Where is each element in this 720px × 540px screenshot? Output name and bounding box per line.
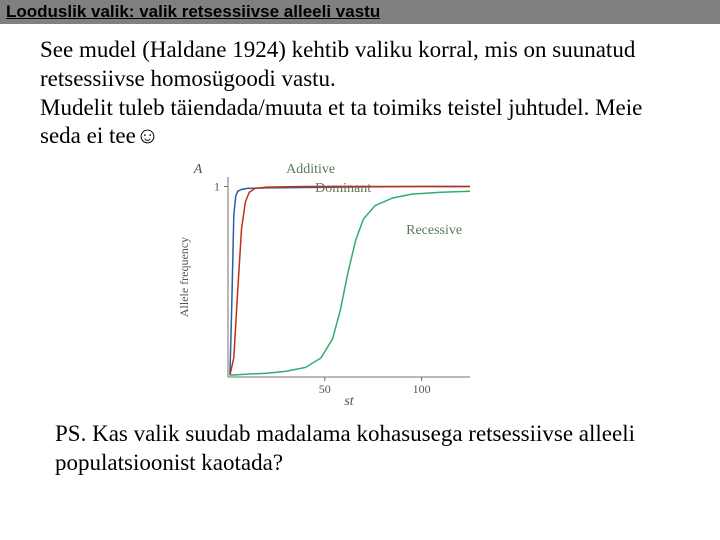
svg-text:Additive: Additive <box>286 162 335 177</box>
intro-text: See mudel (Haldane 1924) kehtib valiku k… <box>40 36 680 151</box>
ps-text: PS. Kas valik suudab madalama kohasusega… <box>55 420 675 478</box>
svg-text:Dominant: Dominant <box>315 181 371 196</box>
svg-text:1: 1 <box>214 180 220 194</box>
svg-text:st: st <box>344 394 354 407</box>
chart-container: 1 50 100 st A Allele frequency Dominant Additiv… <box>170 157 720 412</box>
ps-line: PS. Kas valik suudab madalama kohasusega… <box>55 421 635 475</box>
svg-text:100: 100 <box>413 382 431 396</box>
svg-text:A: A <box>193 162 203 177</box>
intro-line2: Mudelit tuleb täiendada/muuta et ta toim… <box>40 95 642 149</box>
header-title: Looduslik valik: valik retsessiivse alle… <box>6 2 380 21</box>
svg-text:Recessive: Recessive <box>406 223 462 238</box>
svg-text:50: 50 <box>319 382 331 396</box>
intro-line1: See mudel (Haldane 1924) kehtib valiku k… <box>40 37 635 91</box>
header-bar: Looduslik valik: valik retsessiivse alle… <box>0 0 720 24</box>
allele-frequency-chart: 1 50 100 st A Allele frequency Dominant Additiv… <box>170 157 480 407</box>
svg-text:Allele frequency: Allele frequency <box>177 237 191 317</box>
